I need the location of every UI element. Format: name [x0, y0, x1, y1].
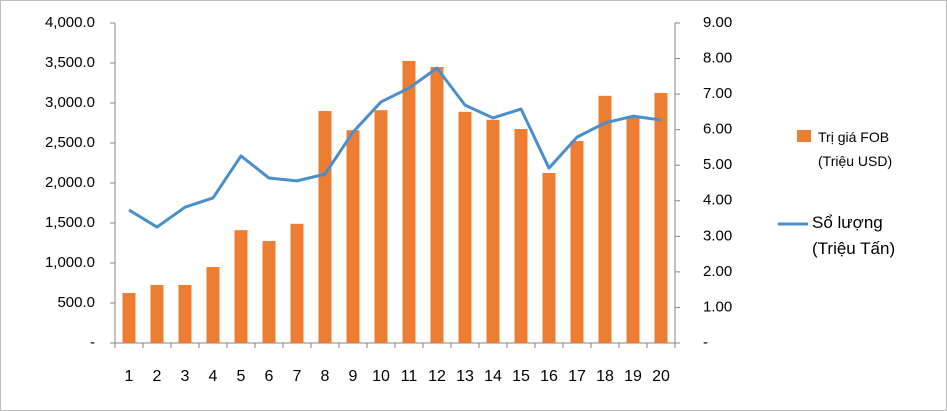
y2-tick-label: 8.00	[703, 50, 732, 67]
bar	[346, 130, 360, 343]
x-tick-label: 9	[349, 368, 358, 385]
legend-label: Trị giá FOB (Triệu USD)	[818, 129, 893, 169]
bar	[206, 267, 220, 343]
y-tick-label: 3,500.0	[45, 54, 95, 71]
bar	[402, 61, 416, 343]
y-tick-label: 2,500.0	[45, 134, 95, 151]
y2-tick-label: 7.00	[703, 85, 732, 102]
bar	[570, 141, 584, 343]
bar	[262, 241, 276, 343]
y2-tick-label: 9.00	[703, 14, 732, 31]
y-tick-label: 3,000.0	[45, 94, 95, 111]
x-tick-label: 19	[624, 368, 642, 385]
y-tick-label: 1,000.0	[45, 254, 95, 271]
x-tick-label: 8	[321, 368, 330, 385]
x-tick-label: 4	[209, 368, 218, 385]
y2-tick-label: 2.00	[703, 263, 732, 280]
x-tick-label: 17	[568, 368, 586, 385]
bar	[150, 285, 164, 343]
x-tick-label: 16	[540, 368, 558, 385]
x-tick-label: 3	[181, 368, 190, 385]
y-tick-label: 1,500.0	[45, 214, 95, 231]
line	[128, 66, 662, 229]
x-tick-label: 20	[652, 368, 670, 385]
bar	[654, 93, 668, 343]
bar	[598, 95, 612, 343]
x-tick-label: 2	[153, 368, 162, 385]
bar	[178, 285, 192, 343]
bar	[430, 67, 444, 343]
x-tick-label: 13	[456, 368, 474, 385]
y-tick-label: 4,000.0	[45, 14, 95, 31]
x-tick-label: 14	[484, 368, 502, 385]
bar	[514, 129, 528, 343]
y-tick-label: 500.0	[57, 294, 95, 311]
x-tick-label: 11	[401, 368, 418, 385]
y2-tick-label: 1.00	[703, 298, 732, 315]
y-tick-label: 2,000.0	[45, 174, 95, 191]
y2-tick-label: 3.00	[703, 227, 732, 244]
bar	[486, 119, 500, 343]
x-tick-label: 7	[293, 368, 302, 385]
y2-tick-label: 5.00	[703, 156, 732, 173]
y2-tick-label: 4.00	[703, 192, 732, 209]
bar	[458, 111, 472, 343]
legend-label: Sổ lượng (Triệu Tấn)	[812, 213, 896, 258]
bar	[318, 111, 332, 343]
bar	[290, 223, 304, 343]
x-tick-label: 6	[265, 368, 274, 385]
y2-tick-label: 6.00	[703, 121, 732, 138]
bar	[626, 117, 640, 343]
legend-swatch	[797, 130, 811, 142]
x-tick-label: 15	[512, 368, 530, 385]
y-tick-label: -	[90, 334, 95, 351]
x-tick-label: 18	[596, 368, 614, 385]
x-tick-label: 12	[428, 368, 446, 385]
x-tick-label: 10	[372, 368, 390, 385]
bar	[374, 110, 388, 343]
y2-tick-label: -	[703, 334, 708, 351]
x-tick-label: 1	[125, 368, 134, 385]
x-tick-label: 5	[237, 368, 246, 385]
bar	[542, 173, 556, 343]
bar	[122, 293, 136, 343]
bar	[234, 230, 248, 343]
